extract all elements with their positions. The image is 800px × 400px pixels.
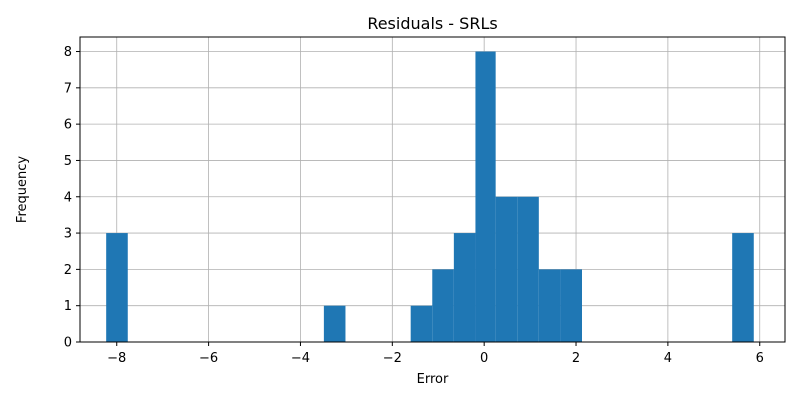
y-tick-label: 7 (64, 81, 72, 96)
y-tick-label: 8 (64, 45, 72, 60)
y-tick-label: 6 (64, 118, 72, 133)
histogram-bar (517, 196, 539, 342)
histogram-bar (475, 51, 496, 343)
chart-title: Residuals - SRLs (367, 14, 497, 33)
x-tick-label: 6 (756, 351, 764, 366)
histogram-bar (732, 233, 754, 342)
histogram-bar (495, 196, 518, 342)
x-tick-label: −6 (199, 351, 218, 366)
y-tick-label: 2 (64, 263, 72, 278)
histogram-bar (453, 233, 476, 342)
histogram-bars (106, 51, 754, 343)
x-tick-label: −8 (107, 351, 126, 366)
histogram-bar (323, 305, 346, 342)
histogram-bar (560, 269, 582, 342)
y-tick-label: 4 (64, 190, 72, 205)
y-tick-label: 5 (64, 154, 72, 169)
y-tick-label: 3 (64, 227, 72, 242)
y-tick-label: 0 (64, 336, 72, 351)
x-tick-label: 2 (572, 351, 580, 366)
histogram-bar (410, 305, 433, 342)
histogram-bar (432, 269, 454, 342)
y-tick-label: 1 (64, 299, 72, 314)
x-axis-ticks: −8 −6 −4 −2 0 2 4 6 (107, 342, 764, 366)
x-tick-label: −4 (291, 351, 310, 366)
y-axis-label: Frequency (15, 156, 30, 223)
x-tick-label: 0 (480, 351, 488, 366)
y-axis-ticks: 0 1 2 3 4 5 6 7 8 (64, 45, 80, 351)
plot-frame (79, 36, 786, 343)
x-tick-label: 4 (664, 351, 672, 366)
x-tick-label: −2 (383, 351, 402, 366)
histogram-bar (538, 269, 561, 342)
x-axis-label: Error (417, 372, 449, 387)
histogram-bar (106, 233, 128, 342)
